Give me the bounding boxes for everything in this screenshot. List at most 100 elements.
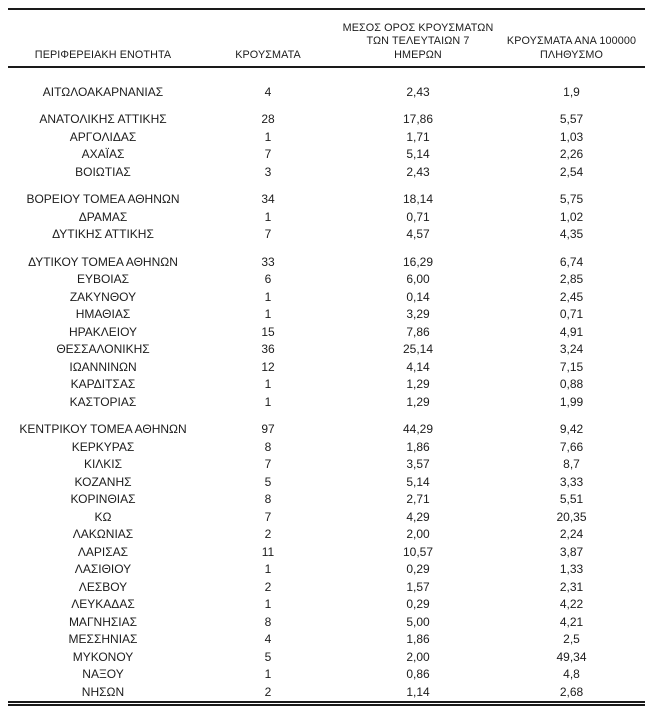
avg7-cell: 2,43 — [406, 84, 430, 99]
table-row: ΜΑΓΝΗΣΙΑΣ 8 5,00 4,21 — [8, 613, 645, 631]
region-cell: ΒΟΡΕΙΟΥ ΤΟΜΕΑ ΑΘΗΝΩΝ — [26, 192, 180, 207]
region-cell: ΜΑΓΝΗΣΙΑΣ — [68, 614, 138, 629]
per100k-cell: 6,74 — [559, 254, 584, 269]
cases-cell: 2 — [264, 579, 272, 594]
region-cell: ΑΙΤΩΛΟΑΚΑΡΝΑΝΙΑΣ — [42, 84, 164, 99]
per100k-cell: 3,87 — [559, 544, 584, 559]
avg7-cell: 2,00 — [406, 649, 430, 664]
column-header-region: ΠΕΡΙΦΕΡΕΙΑΚΗ ΕΝΟΤΗΤΑ — [8, 9, 198, 68]
region-cell: ΔΥΤΙΚΗΣ ΑΤΤΙΚΗΣ — [52, 227, 154, 242]
cases-cell: 8 — [264, 492, 272, 507]
table-row: ΜΥΚΟΝΟΥ 5 2,00 49,34 — [8, 648, 645, 666]
per100k-cell: 49,34 — [556, 649, 587, 664]
per100k-cell: 7,15 — [559, 359, 584, 374]
avg7-cell: 44,29 — [402, 422, 434, 437]
per100k-cell: 8,7 — [563, 457, 580, 472]
avg7-cell: 0,86 — [406, 667, 430, 682]
region-cell: ΖΑΚΥΝΘΟΥ — [69, 289, 137, 304]
table-row: ΕΥΒΟΙΑΣ 6 6,00 2,85 — [8, 271, 645, 289]
cases-cell: 5 — [264, 649, 272, 664]
table-row: ΙΩΑΝΝΙΝΩΝ 12 4,14 7,15 — [8, 358, 645, 376]
avg7-cell: 1,71 — [406, 129, 430, 144]
table-row: ΛΕΣΒΟΥ 2 1,57 2,31 — [8, 578, 645, 596]
region-cell: ΚΕΡΚΥΡΑΣ — [71, 439, 135, 454]
table-body: ΑΙΤΩΛΟΑΚΑΡΝΑΝΙΑΣ 4 2,43 1,9 ΑΝΑΤΟΛΙΚΗΣ ΑΤΤΙΚ… — [8, 67, 645, 703]
region-cell: ΑΡΓΟΛΙΔΑΣ — [69, 129, 137, 144]
cases-cell: 8 — [264, 614, 272, 629]
table-row: ΒΟΙΩΤΙΑΣ 3 2,43 2,54 — [8, 163, 645, 181]
header-row: ΠΕΡΙΦΕΡΕΙΑΚΗ ΕΝΟΤΗΤΑ ΚΡΟΥΣΜΑΤΑ ΜΕΣΟΣ ΟΡΟ… — [8, 9, 645, 68]
region-cell: ΑΧΑΪΑΣ — [81, 147, 125, 162]
table-row: ΝΑΞΟΥ 1 0,86 4,8 — [8, 666, 645, 684]
region-cell: ΛΑΚΩΝΙΑΣ — [72, 527, 134, 542]
per100k-cell: 3,33 — [559, 474, 584, 489]
group-gap-row — [8, 243, 645, 253]
region-cell: ΔΡΑΜΑΣ — [78, 209, 128, 224]
per100k-cell: 1,03 — [559, 129, 584, 144]
region-cell: ΛΕΥΚΑΔΑΣ — [71, 597, 135, 612]
table-row: ΛΑΚΩΝΙΑΣ 2 2,00 2,24 — [8, 526, 645, 544]
per100k-cell: 3,24 — [559, 342, 584, 357]
avg7-cell: 1,14 — [406, 684, 430, 699]
cases-cell: 4 — [264, 632, 272, 647]
column-header-cases: ΚΡΟΥΣΜΑΤΑ — [198, 9, 338, 68]
table-row: ΜΕΣΣΗΝΙΑΣ 4 1,86 2,5 — [8, 631, 645, 649]
table-row: ΔΡΑΜΑΣ 1 0,71 1,02 — [8, 208, 645, 226]
region-cell: ΗΜΑΘΙΑΣ — [75, 307, 131, 322]
avg7-cell: 7,86 — [406, 324, 430, 339]
avg7-cell: 6,00 — [406, 272, 430, 287]
cases-cell: 1 — [264, 597, 272, 612]
cases-cell: 34 — [261, 192, 275, 207]
cases-cell: 7 — [264, 509, 272, 524]
group-gap-cell — [8, 181, 645, 191]
cases-cell: 7 — [264, 227, 272, 242]
avg7-cell: 0,71 — [406, 209, 430, 224]
per100k-cell: 2,85 — [559, 272, 584, 287]
table-row: ΔΥΤΙΚΗΣ ΑΤΤΙΚΗΣ 7 4,57 4,35 — [8, 226, 645, 244]
region-cell: ΛΑΡΙΣΑΣ — [77, 544, 129, 559]
table-row: ΗΜΑΘΙΑΣ 1 3,29 0,71 — [8, 306, 645, 324]
avg7-cell: 1,86 — [406, 439, 430, 454]
avg7-cell: 1,57 — [406, 579, 430, 594]
region-cell: ΛΕΣΒΟΥ — [78, 579, 128, 594]
group-gap-row — [8, 101, 645, 111]
per100k-cell: 2,31 — [559, 579, 584, 594]
column-header-avg7: ΜΕΣΟΣ ΟΡΟΣ ΚΡΟΥΣΜΑΤΩΝ ΤΩΝ ΤΕΛΕΥΤΑΙΩΝ 7 Η… — [338, 9, 498, 68]
table-row: ΚΕΡΚΥΡΑΣ 8 1,86 7,66 — [8, 438, 645, 456]
avg7-cell: 2,00 — [406, 527, 430, 542]
per100k-cell: 4,91 — [559, 324, 584, 339]
per100k-cell: 2,24 — [559, 527, 584, 542]
group-gap-cell — [8, 411, 645, 421]
region-cell: ΛΑΣΙΘΙΟΥ — [74, 562, 132, 577]
spacer-cell — [8, 67, 645, 83]
per100k-cell: 2,45 — [559, 289, 584, 304]
cases-cell: 2 — [264, 684, 272, 699]
cases-cell: 8 — [264, 439, 272, 454]
per100k-cell: 2,5 — [563, 632, 580, 647]
avg7-cell: 2,71 — [406, 492, 430, 507]
cases-cell: 28 — [261, 112, 275, 127]
cases-cell: 1 — [264, 377, 272, 392]
table-row: ΚΑΡΔΙΤΣΑΣ 1 1,29 0,88 — [8, 376, 645, 394]
cases-cell: 2 — [264, 527, 272, 542]
per100k-cell: 4,35 — [559, 227, 584, 242]
avg7-cell: 5,14 — [406, 474, 430, 489]
per100k-cell: 2,26 — [559, 147, 584, 162]
region-cell: ΚΟΖΑΝΗΣ — [74, 474, 132, 489]
avg7-cell: 0,29 — [406, 562, 430, 577]
cases-cell: 36 — [261, 342, 275, 357]
header-spacer-row — [8, 67, 645, 83]
avg7-cell: 1,29 — [406, 377, 430, 392]
region-cell: ΜΕΣΣΗΝΙΑΣ — [68, 632, 138, 647]
cases-by-region-table: ΠΕΡΙΦΕΡΕΙΑΚΗ ΕΝΟΤΗΤΑ ΚΡΟΥΣΜΑΤΑ ΜΕΣΟΣ ΟΡΟ… — [8, 8, 645, 706]
per100k-cell: 0,71 — [559, 307, 584, 322]
per100k-cell: 1,99 — [559, 394, 584, 409]
avg7-cell: 17,86 — [402, 112, 434, 127]
table-row: ΗΡΑΚΛΕΙΟΥ 15 7,86 4,91 — [8, 323, 645, 341]
cases-cell: 97 — [261, 422, 275, 437]
region-cell: ΚΕΝΤΡΙΚΟΥ ΤΟΜΕΑ ΑΘΗΝΩΝ — [19, 422, 187, 437]
table-row: ΚΕΝΤΡΙΚΟΥ ΤΟΜΕΑ ΑΘΗΝΩΝ 97 44,29 9,42 — [8, 421, 645, 439]
per100k-cell: 9,42 — [559, 422, 584, 437]
avg7-cell: 5,00 — [406, 614, 430, 629]
